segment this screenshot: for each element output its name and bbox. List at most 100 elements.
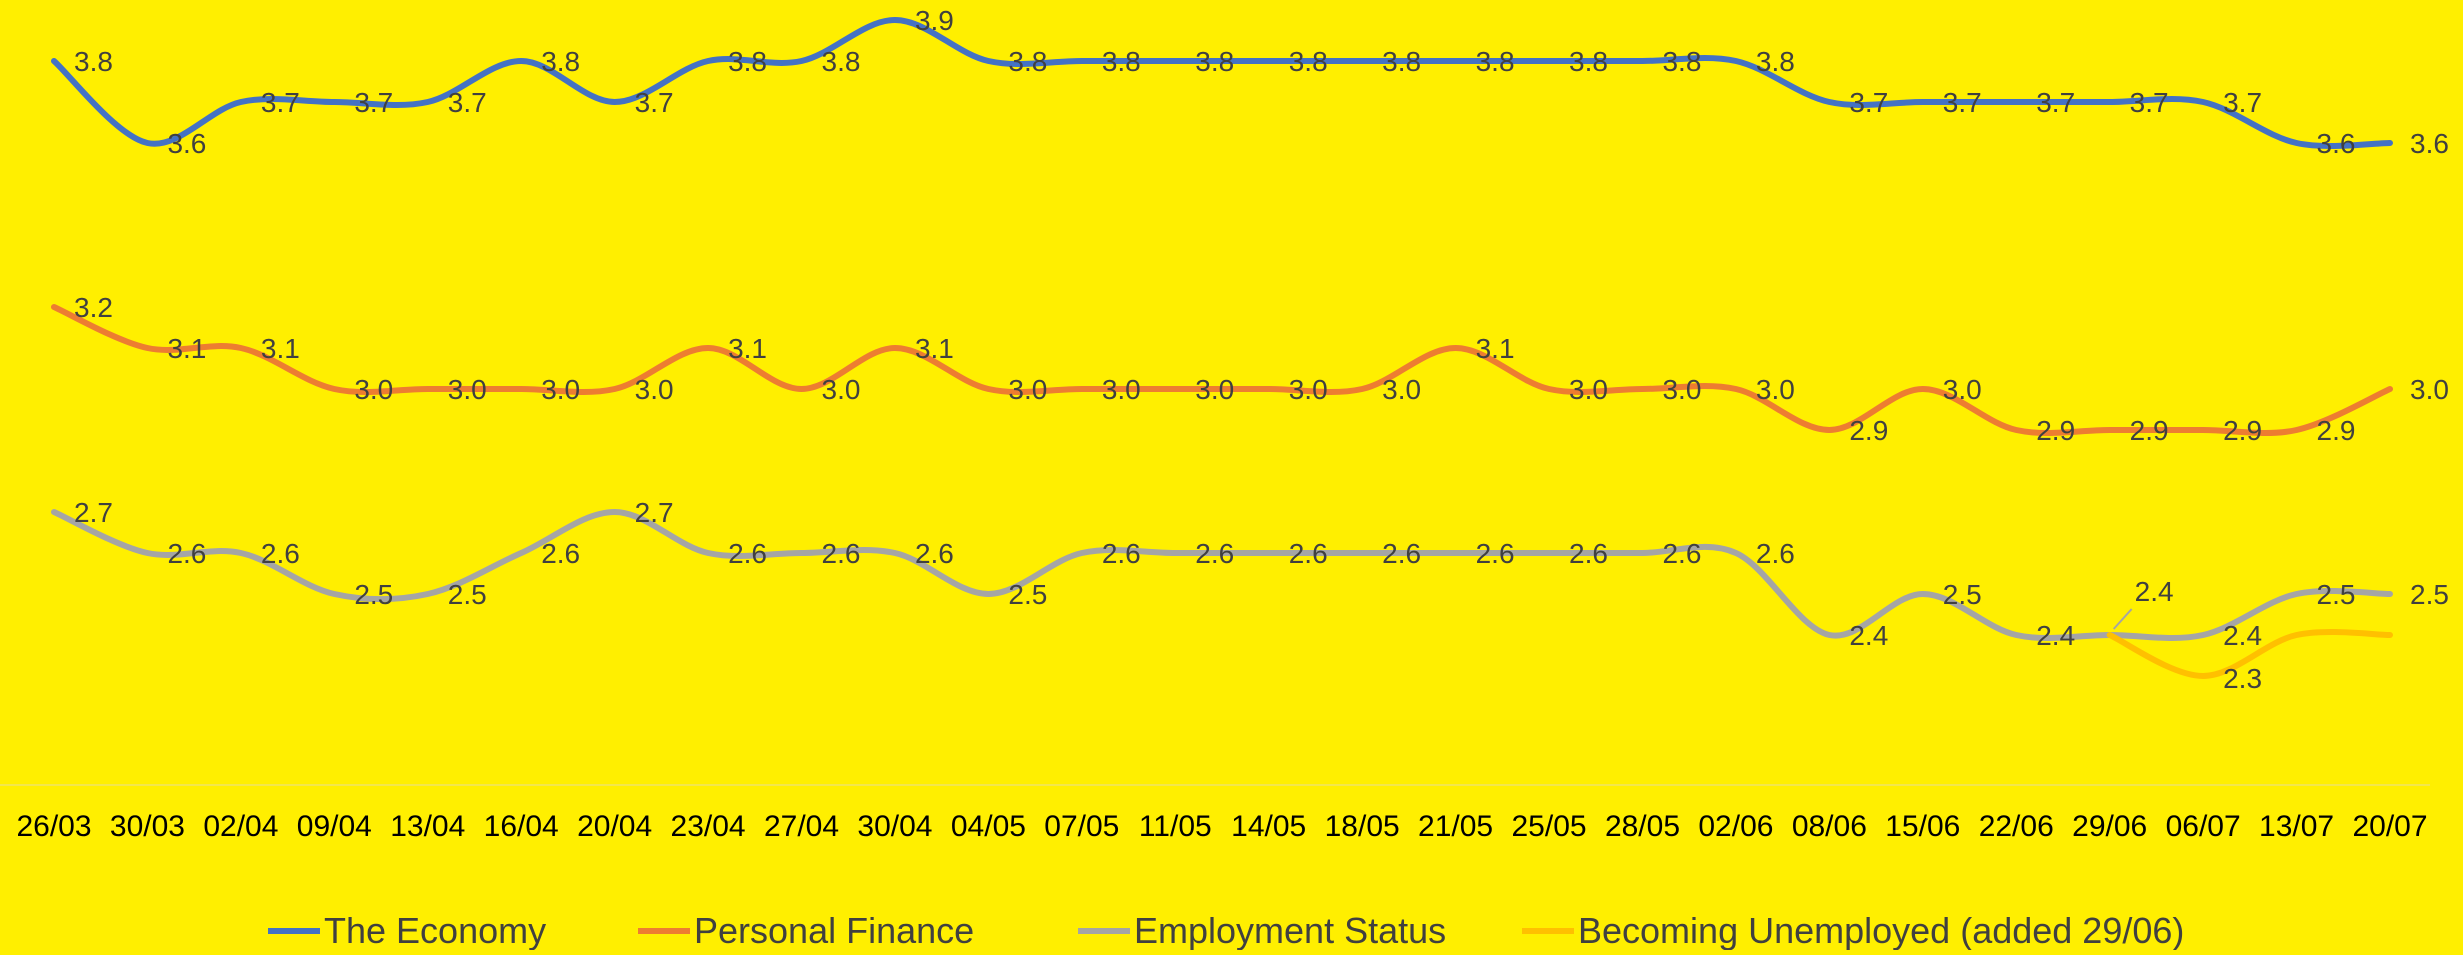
x-tick-label-4: 13/04 bbox=[390, 810, 465, 843]
data-label-the-economy-2: 3.7 bbox=[261, 87, 300, 118]
x-tick-label-6: 20/04 bbox=[577, 810, 652, 843]
data-label-employment-status-8: 2.6 bbox=[822, 538, 861, 569]
legend-item-the-economy: The Economy bbox=[268, 910, 546, 951]
data-label-personal-finance-0: 3.2 bbox=[74, 292, 113, 323]
data-label-employment-status-23: 2.4 bbox=[2223, 620, 2262, 651]
data-label-the-economy-3: 3.7 bbox=[354, 87, 393, 118]
data-label-personal-finance-7: 3.1 bbox=[728, 333, 767, 364]
series-line-becoming-unemployed-added-29-06 bbox=[2106, 628, 2393, 679]
data-label-the-economy-14: 3.8 bbox=[1382, 46, 1421, 77]
data-label-employment-status-4: 2.5 bbox=[448, 579, 487, 610]
legend-label-personal-finance: Personal Finance bbox=[694, 910, 974, 950]
data-label-employment-status-20: 2.5 bbox=[1943, 579, 1982, 610]
data-label-personal-finance-25: 3.0 bbox=[2410, 374, 2449, 405]
data-label-personal-finance-17: 3.0 bbox=[1662, 374, 1701, 405]
series-line-personal-finance bbox=[51, 304, 2393, 437]
data-label-employment-status-1: 2.6 bbox=[167, 538, 206, 569]
data-label-the-economy-11: 3.8 bbox=[1102, 46, 1141, 77]
legend-label-the-economy: The Economy bbox=[324, 910, 546, 950]
data-labels: 3.8 3.6 3.7 3.7 3.7 3.8 3.7 3.8 3.8 3.9 3.8 3.8 3.8 3… bbox=[74, 5, 2449, 694]
x-tick-label-0: 26/03 bbox=[16, 810, 91, 843]
x-tick-label-2: 02/04 bbox=[203, 810, 278, 843]
data-label-the-economy-17: 3.8 bbox=[1662, 46, 1701, 77]
data-label-personal-finance-20: 3.0 bbox=[1943, 374, 1982, 405]
data-label-employment-status-18: 2.6 bbox=[1756, 538, 1795, 569]
data-label-employment-status-11: 2.6 bbox=[1102, 538, 1141, 569]
data-label-employment-status-15: 2.6 bbox=[1476, 538, 1515, 569]
data-label-personal-finance-6: 3.0 bbox=[635, 374, 674, 405]
data-label-the-economy-19: 3.7 bbox=[1849, 87, 1888, 118]
data-label-personal-finance-16: 3.0 bbox=[1569, 374, 1608, 405]
x-tick-label-25: 20/07 bbox=[2352, 810, 2427, 843]
data-label-the-economy-4: 3.7 bbox=[448, 87, 487, 118]
x-tick-label-1: 30/03 bbox=[110, 810, 185, 843]
data-label-personal-finance-8: 3.0 bbox=[822, 374, 861, 405]
data-label-personal-finance-21: 2.9 bbox=[2036, 415, 2075, 446]
data-label-personal-finance-4: 3.0 bbox=[448, 374, 487, 405]
data-label-employment-status-16: 2.6 bbox=[1569, 538, 1608, 569]
data-label-employment-status-12: 2.6 bbox=[1195, 538, 1234, 569]
data-label-the-economy-16: 3.8 bbox=[1569, 46, 1608, 77]
data-label-the-economy-25: 3.6 bbox=[2410, 128, 2449, 159]
x-tick-label-19: 08/06 bbox=[1792, 810, 1867, 843]
x-tick-label-23: 06/07 bbox=[2166, 810, 2241, 843]
data-label-personal-finance-5: 3.0 bbox=[541, 374, 580, 405]
data-label-personal-finance-14: 3.0 bbox=[1382, 374, 1421, 405]
data-label-personal-finance-15: 3.1 bbox=[1476, 333, 1515, 364]
leader-lines bbox=[2112, 608, 2133, 630]
data-label-becoming-unemployed-added-29-06-23: 2.3 bbox=[2223, 663, 2262, 694]
data-label-the-economy-18: 3.8 bbox=[1756, 46, 1795, 77]
data-label-employment-status-24: 2.5 bbox=[2317, 579, 2356, 610]
data-label-becoming-unemployed-added-29-06-22: 2.4 bbox=[2135, 576, 2174, 607]
data-label-personal-finance-23: 2.9 bbox=[2223, 415, 2262, 446]
x-tick-label-11: 07/05 bbox=[1044, 810, 1119, 843]
x-tick-label-12: 11/05 bbox=[1139, 810, 1212, 843]
data-label-the-economy-20: 3.7 bbox=[1943, 87, 1982, 118]
data-label-the-economy-22: 3.7 bbox=[2130, 87, 2169, 118]
data-label-employment-status-2: 2.6 bbox=[261, 538, 300, 569]
data-label-employment-status-0: 2.7 bbox=[74, 497, 113, 528]
legend: The Economy Personal Finance Employment St… bbox=[268, 910, 2184, 951]
x-tick-label-3: 09/04 bbox=[297, 810, 372, 843]
series-line-employment-status bbox=[51, 509, 2393, 642]
x-tick-label-15: 21/05 bbox=[1418, 810, 1493, 843]
data-label-employment-status-25: 2.5 bbox=[2410, 579, 2449, 610]
legend-label-becoming-unemployed-added-29-06: Becoming Unemployed (added 29/06) bbox=[1578, 910, 2184, 950]
data-label-employment-status-21: 2.4 bbox=[2036, 620, 2075, 651]
data-label-personal-finance-19: 2.9 bbox=[1849, 415, 1888, 446]
data-label-the-economy-5: 3.8 bbox=[541, 46, 580, 77]
data-label-employment-status-17: 2.6 bbox=[1662, 538, 1701, 569]
x-tick-label-7: 23/04 bbox=[671, 810, 746, 843]
data-label-employment-status-6: 2.7 bbox=[635, 497, 674, 528]
series-lines bbox=[51, 17, 2393, 679]
data-label-personal-finance-11: 3.0 bbox=[1102, 374, 1141, 405]
data-label-the-economy-23: 3.7 bbox=[2223, 87, 2262, 118]
data-label-personal-finance-1: 3.1 bbox=[167, 333, 206, 364]
data-label-employment-status-10: 2.5 bbox=[1008, 579, 1047, 610]
x-tick-label-17: 28/05 bbox=[1605, 810, 1680, 843]
data-label-the-economy-1: 3.6 bbox=[167, 128, 206, 159]
data-label-personal-finance-3: 3.0 bbox=[354, 374, 393, 405]
data-label-personal-finance-10: 3.0 bbox=[1008, 374, 1047, 405]
x-tick-label-20: 15/06 bbox=[1885, 810, 1960, 843]
x-tick-label-5: 16/04 bbox=[484, 810, 559, 843]
x-tick-label-24: 13/07 bbox=[2259, 810, 2334, 843]
data-label-the-economy-15: 3.8 bbox=[1476, 46, 1515, 77]
data-label-the-economy-7: 3.8 bbox=[728, 46, 767, 77]
x-tick-label-18: 02/06 bbox=[1698, 810, 1773, 843]
data-label-employment-status-13: 2.6 bbox=[1289, 538, 1328, 569]
legend-item-employment-status: Employment Status bbox=[1078, 910, 1446, 951]
data-label-employment-status-5: 2.6 bbox=[541, 538, 580, 569]
legend-label-employment-status: Employment Status bbox=[1134, 910, 1446, 950]
x-tick-label-21: 22/06 bbox=[1979, 810, 2054, 843]
data-label-the-economy-24: 3.6 bbox=[2317, 128, 2356, 159]
data-label-personal-finance-22: 2.9 bbox=[2130, 415, 2169, 446]
data-label-personal-finance-12: 3.0 bbox=[1195, 374, 1234, 405]
legend-item-becoming-unemployed-added-29-06: Becoming Unemployed (added 29/06) bbox=[1522, 910, 2184, 951]
data-label-personal-finance-9: 3.1 bbox=[915, 333, 954, 364]
x-tick-label-9: 30/04 bbox=[857, 810, 932, 843]
data-label-personal-finance-13: 3.0 bbox=[1289, 374, 1328, 405]
data-label-the-economy-21: 3.7 bbox=[2036, 87, 2075, 118]
